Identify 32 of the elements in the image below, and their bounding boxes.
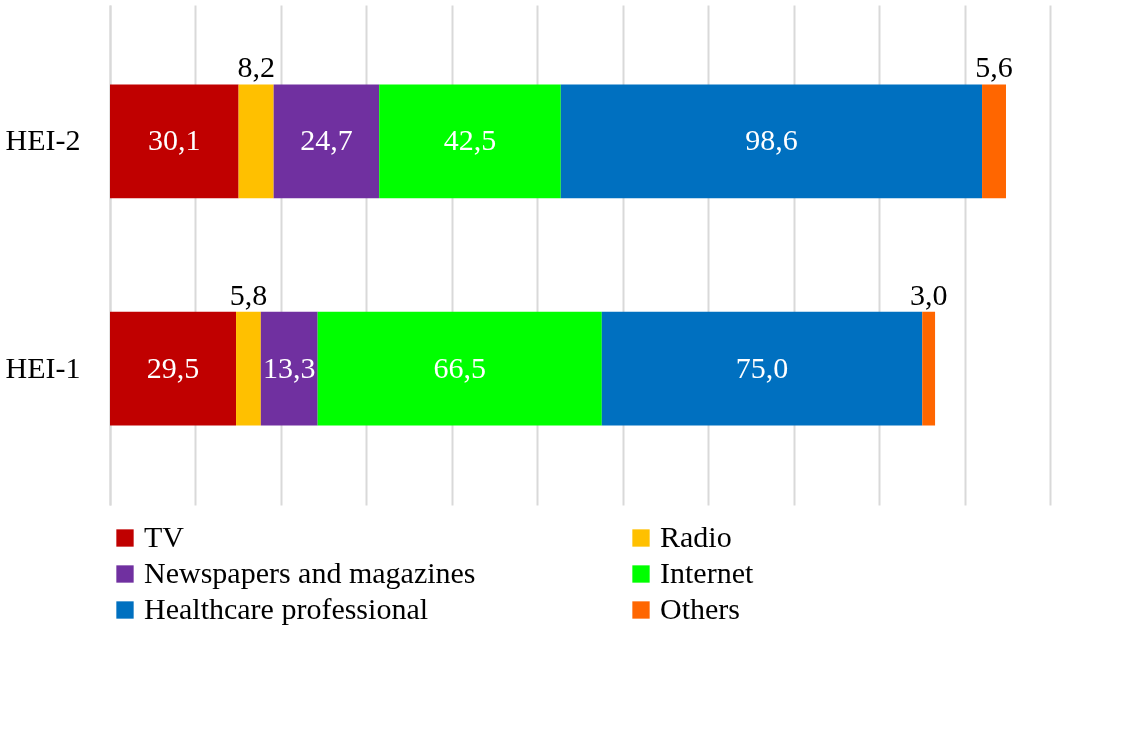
data-label: 24,7: [300, 123, 353, 157]
bar: [601, 311, 923, 426]
bar: [260, 311, 318, 426]
legend-label: Healthcare professional: [144, 592, 429, 625]
data-label: 66,5: [433, 350, 486, 384]
y-tick-label: HEI-1: [5, 350, 81, 384]
bar: [110, 84, 239, 199]
bar: [922, 311, 936, 426]
bar: [273, 84, 380, 199]
bar: [379, 84, 561, 199]
data-label: 75,0: [735, 350, 789, 384]
data-label: 30,1: [148, 123, 201, 157]
bar: [560, 84, 983, 199]
data-label: 29,5: [146, 350, 200, 384]
legend-label: Newspapers and magazines: [144, 556, 476, 589]
legend-label: Others: [660, 592, 740, 625]
bar: [110, 311, 237, 426]
data-label: 3,0: [909, 277, 948, 311]
bar: [238, 84, 274, 199]
bar: [982, 84, 1006, 199]
legend-label: Internet: [660, 556, 754, 589]
data-label: 8,2: [237, 50, 275, 84]
bar: [236, 311, 261, 426]
bar: [317, 311, 602, 426]
data-label: 5,6: [975, 50, 1013, 84]
data-label: 98,6: [745, 123, 798, 157]
data-label: 42,5: [443, 123, 497, 157]
legend-label: TV: [144, 520, 185, 553]
legend-label: Radio: [660, 520, 732, 553]
data-label: 5,8: [229, 277, 268, 311]
data-label: 13,3: [262, 350, 316, 384]
y-tick-label: HEI-2: [5, 123, 81, 157]
